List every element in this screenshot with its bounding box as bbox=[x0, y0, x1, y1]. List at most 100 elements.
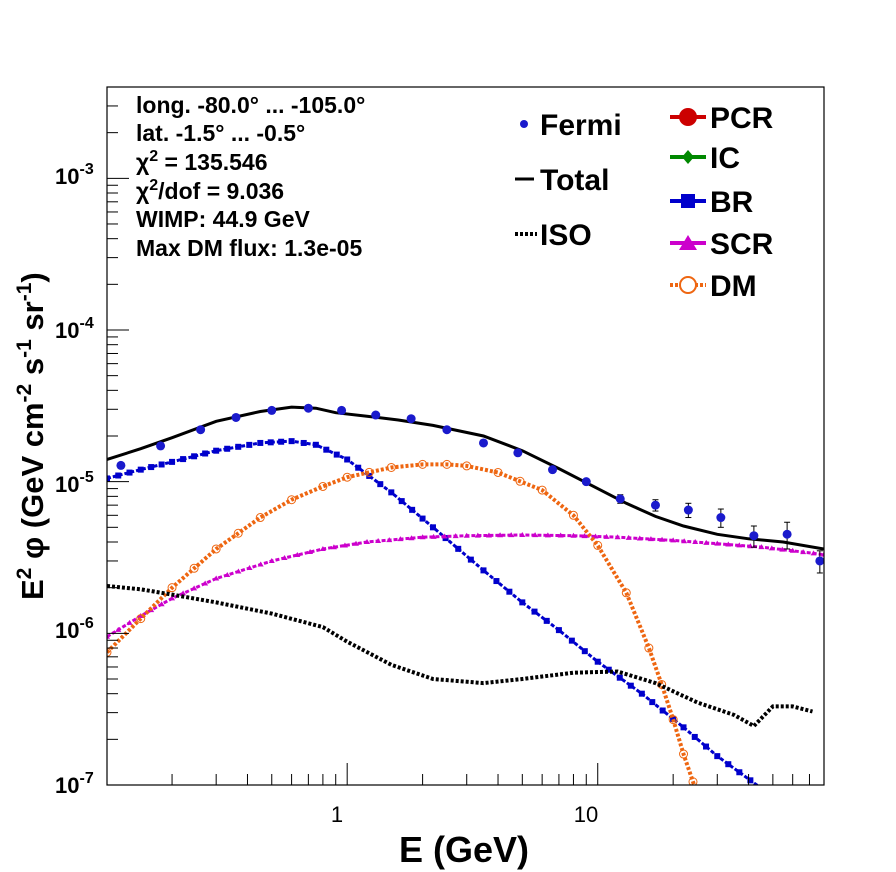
series-br-marker bbox=[555, 627, 562, 634]
series-dm-marker bbox=[688, 777, 698, 785]
series-br-marker bbox=[180, 456, 187, 463]
x-axis-title: E (GeV) bbox=[399, 829, 529, 870]
series-scr-marker bbox=[800, 549, 807, 555]
series-scr-marker bbox=[257, 561, 264, 567]
fermi-data-point bbox=[406, 414, 416, 424]
series-dm-marker bbox=[537, 485, 547, 495]
series-scr-marker bbox=[341, 542, 348, 548]
legend: Fermi Total ISO PCR IC BR SCR DM bbox=[515, 102, 774, 303]
series-br-marker bbox=[278, 438, 285, 445]
series-iso-line bbox=[107, 584, 813, 729]
series-dm-marker bbox=[364, 467, 374, 477]
series-scr-marker bbox=[614, 534, 621, 540]
series-br-marker bbox=[659, 707, 666, 714]
series-scr-marker bbox=[736, 542, 743, 548]
series-dm-marker bbox=[493, 467, 503, 477]
series-scr-marker bbox=[625, 534, 632, 540]
series-scr-marker bbox=[779, 546, 786, 552]
series-scr-marker bbox=[330, 544, 337, 550]
legend-label-fermi: Fermi bbox=[540, 109, 622, 142]
legend-marker-pcr bbox=[679, 108, 697, 126]
series-br-marker bbox=[246, 441, 253, 448]
fermi-data-point bbox=[581, 477, 591, 487]
fermi-data-point bbox=[156, 441, 166, 451]
series-scr-marker bbox=[725, 541, 732, 547]
fermi-data-point bbox=[615, 494, 625, 504]
fermi-data-point bbox=[231, 412, 241, 422]
series-br-marker bbox=[267, 439, 274, 446]
series-br-marker bbox=[581, 648, 588, 655]
series-scr-marker bbox=[570, 532, 577, 538]
series-scr-marker bbox=[191, 585, 198, 591]
series-dm-marker bbox=[462, 461, 472, 471]
series-scr-marker bbox=[532, 532, 539, 538]
series-scr-marker bbox=[714, 540, 721, 546]
series-scr-marker bbox=[281, 554, 288, 560]
legend-marker-fermi bbox=[520, 120, 528, 128]
series-scr-marker bbox=[397, 536, 404, 542]
series-br-marker bbox=[126, 469, 133, 476]
series-scr-marker bbox=[519, 531, 526, 537]
series-scr-marker bbox=[235, 568, 242, 574]
series-br-marker bbox=[158, 461, 165, 468]
legend-label-iso: ISO bbox=[540, 219, 592, 252]
series-scr-marker bbox=[180, 590, 187, 596]
series-scr-marker bbox=[441, 533, 448, 539]
series-scr-marker bbox=[789, 547, 796, 553]
series-scr-marker bbox=[670, 537, 677, 543]
series-dm-marker bbox=[255, 513, 265, 523]
series-br-marker bbox=[333, 451, 340, 458]
series-br-marker bbox=[388, 489, 395, 496]
series-scr-marker bbox=[636, 535, 643, 541]
legend-label-br: BR bbox=[710, 186, 754, 219]
fermi-data-point bbox=[196, 425, 206, 435]
series-scr-marker bbox=[603, 533, 610, 539]
fermi-data-point bbox=[267, 405, 277, 415]
series-scr-marker bbox=[419, 534, 426, 540]
series-scr-marker bbox=[375, 538, 382, 544]
series-scr-marker bbox=[126, 619, 133, 625]
series-dm-marker bbox=[318, 481, 328, 491]
series-br-marker bbox=[419, 515, 426, 522]
series-scr-marker bbox=[246, 564, 253, 570]
series-br-marker bbox=[288, 438, 295, 445]
series-scr-marker bbox=[430, 533, 437, 539]
fermi-data-point bbox=[650, 500, 660, 510]
series-br-marker bbox=[429, 524, 436, 531]
x-tick-label: 10 bbox=[574, 802, 598, 827]
series-scr-marker bbox=[557, 532, 564, 538]
legend-label-pcr: PCR bbox=[710, 102, 774, 135]
series-br-marker bbox=[480, 567, 487, 574]
series-scr-marker bbox=[659, 536, 666, 542]
fermi-data-point bbox=[371, 410, 381, 420]
series-br-marker bbox=[202, 450, 209, 457]
y-tick-labels: 10-7 10-6 10-5 10-4 10-3 bbox=[55, 161, 94, 798]
series-br-marker bbox=[455, 545, 462, 552]
series-scr-marker bbox=[452, 533, 459, 539]
series-br-marker bbox=[257, 439, 264, 446]
fermi-data-point bbox=[683, 505, 693, 515]
series-scr-marker bbox=[213, 575, 220, 581]
series-scr-marker bbox=[703, 539, 710, 545]
series-scr-marker bbox=[508, 532, 515, 538]
series-br-marker bbox=[649, 699, 656, 706]
info-wimp-mass: WIMP: 44.9 GeV bbox=[136, 206, 310, 232]
series-dm-line bbox=[107, 462, 697, 785]
info-max-dm-flux: Max DM flux: 1.3e-05 bbox=[136, 235, 362, 261]
y-tick-label: 10-5 bbox=[55, 469, 94, 497]
legend-label-ic: IC bbox=[710, 142, 740, 175]
series-dm-marker bbox=[107, 647, 112, 657]
series-dm-marker bbox=[287, 495, 297, 505]
series-scr-marker bbox=[681, 538, 688, 544]
series-scr-marker bbox=[307, 548, 314, 554]
series-dm-marker bbox=[211, 544, 221, 554]
series-br-marker bbox=[409, 506, 416, 513]
series-scr-marker bbox=[463, 532, 470, 538]
fermi-data-point bbox=[442, 425, 452, 435]
series-scr-marker bbox=[692, 539, 699, 545]
series-br-marker bbox=[377, 481, 384, 488]
series-scr-marker bbox=[592, 533, 599, 539]
series-scr-marker bbox=[485, 532, 492, 538]
fermi-data-point bbox=[782, 529, 792, 539]
